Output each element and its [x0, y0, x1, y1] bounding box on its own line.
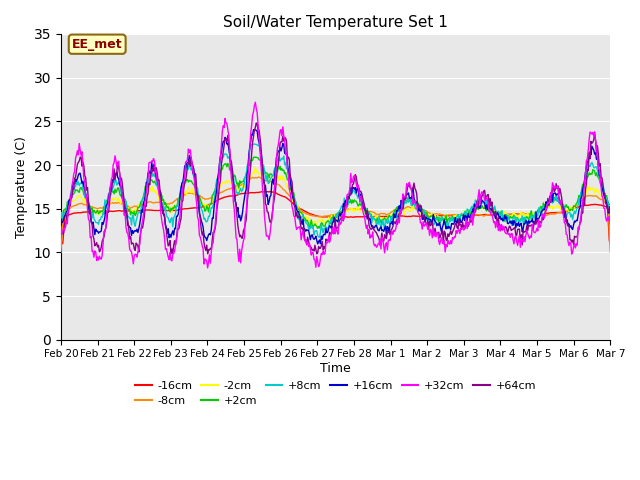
Legend: -16cm, -8cm, -2cm, +2cm, +8cm, +16cm, +32cm, +64cm: -16cm, -8cm, -2cm, +2cm, +8cm, +16cm, +3… [131, 376, 541, 411]
Text: EE_met: EE_met [72, 38, 122, 51]
X-axis label: Time: Time [320, 362, 351, 375]
Title: Soil/Water Temperature Set 1: Soil/Water Temperature Set 1 [223, 15, 448, 30]
Y-axis label: Temperature (C): Temperature (C) [15, 136, 28, 238]
